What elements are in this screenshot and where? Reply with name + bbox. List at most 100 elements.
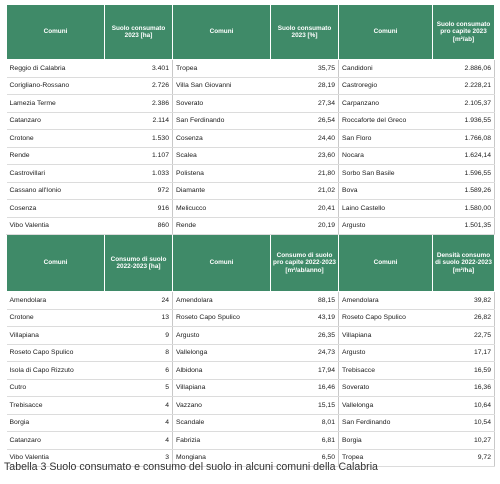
value-cell: 39,82 bbox=[432, 291, 495, 310]
table-row: Catanzaro 2.114 San Ferdinando 26,54 Roccafo… bbox=[6, 112, 495, 130]
value-cell: 2.114 bbox=[104, 112, 173, 130]
comune-cell: Argusto bbox=[338, 217, 433, 235]
comune-cell: Fabrizia bbox=[172, 431, 271, 450]
value-cell: 23,60 bbox=[270, 147, 339, 165]
value-cell: 6,81 bbox=[270, 431, 339, 450]
header-row: Comuni Consumo di suolo 2022-2023 [ha] Com… bbox=[6, 234, 495, 292]
comune-cell: Cosenza bbox=[6, 199, 105, 218]
comune-cell: Rende bbox=[172, 217, 271, 235]
value-cell: 16,59 bbox=[432, 361, 495, 380]
comune-cell: Catanzaro bbox=[6, 431, 105, 450]
value-cell: 1.766,08 bbox=[432, 129, 495, 148]
comune-cell: Cutro bbox=[6, 379, 105, 397]
comune-cell: Roseto Capo Spulico bbox=[338, 309, 433, 327]
comune-cell: Villapiana bbox=[338, 326, 433, 345]
column-header: Suolo consumato 2023 [ha] bbox=[104, 4, 173, 60]
value-cell: 1.580,00 bbox=[432, 199, 495, 218]
table-row: Cosenza 916 Melicucco 20,41 Laino Castello 1.… bbox=[6, 199, 495, 218]
comune-cell: Tropea bbox=[172, 59, 271, 78]
table-row: Cassano all'Ionio 972 Diamante 21,02 Bova 1.5… bbox=[6, 182, 495, 200]
value-cell: 5 bbox=[104, 379, 173, 397]
value-cell: 4 bbox=[104, 414, 173, 432]
comune-cell: Diamante bbox=[172, 182, 271, 200]
table-row: Trebisacce 4 Vazzano 15,15 Vallelonga 10,64 bbox=[6, 396, 495, 415]
comune-cell: Mongiana bbox=[172, 449, 271, 467]
comune-cell: Borgia bbox=[338, 431, 433, 450]
comune-cell: Villapiana bbox=[6, 326, 105, 345]
table-row: Villapiana 9 Argusto 26,35 Villapiana 22,75 bbox=[6, 326, 495, 345]
comune-cell: Tropea bbox=[338, 449, 433, 467]
value-cell: 10,54 bbox=[432, 414, 495, 432]
comune-cell: Villa San Giovanni bbox=[172, 77, 271, 95]
comune-cell: Catanzaro bbox=[6, 112, 105, 130]
value-cell: 972 bbox=[104, 182, 173, 200]
column-header: Suolo consumato 2023 [%] bbox=[270, 4, 339, 60]
table-row: Amendolara 24 Amendolara 88,15 Amendolara 39,… bbox=[6, 291, 495, 310]
column-header: Comuni bbox=[6, 4, 105, 60]
comune-cell: Vazzano bbox=[172, 396, 271, 415]
value-cell: 10,27 bbox=[432, 431, 495, 450]
value-cell: 1.936,55 bbox=[432, 112, 495, 130]
value-cell: 15,15 bbox=[270, 396, 339, 415]
comune-cell: Vibo Valentia bbox=[6, 449, 105, 467]
table-row: Roseto Capo Spulico 8 Vallelonga 24,73 Argus… bbox=[6, 344, 495, 362]
value-cell: 4 bbox=[104, 396, 173, 415]
comune-cell: Roseto Capo Spulico bbox=[6, 344, 105, 362]
table-wrapper: Comuni Suolo consumato 2023 [ha] Comuni Suo… bbox=[6, 4, 495, 467]
column-header: Comuni bbox=[172, 4, 271, 60]
value-cell: 6,50 bbox=[270, 449, 339, 467]
column-header: Densità consumo di suolo 2022-2023 [m²/h… bbox=[432, 234, 495, 292]
comune-cell: Rende bbox=[6, 147, 105, 165]
table-row: Cutro 5 Villapiana 16,46 Soverato 16,36 bbox=[6, 379, 495, 397]
comune-cell: San Ferdinando bbox=[172, 112, 271, 130]
table-row: Catanzaro 4 Fabrizia 6,81 Borgia 10,27 bbox=[6, 431, 495, 450]
value-cell: 17,17 bbox=[432, 344, 495, 362]
comune-cell: Polistena bbox=[172, 164, 271, 183]
value-cell: 9 bbox=[104, 326, 173, 345]
table-row: Borgia 4 Scandale 8,01 San Ferdinando 10,54 bbox=[6, 414, 495, 432]
value-cell: 9,72 bbox=[432, 449, 495, 467]
comune-cell: Villapiana bbox=[172, 379, 271, 397]
comune-cell: Castrovillari bbox=[6, 164, 105, 183]
value-cell: 24,73 bbox=[270, 344, 339, 362]
value-cell: 20,19 bbox=[270, 217, 339, 235]
value-cell: 860 bbox=[104, 217, 173, 235]
value-cell: 1.107 bbox=[104, 147, 173, 165]
comune-cell: Sorbo San Basile bbox=[338, 164, 433, 183]
value-cell: 1.596,55 bbox=[432, 164, 495, 183]
value-cell: 2.726 bbox=[104, 77, 173, 95]
value-cell: 13 bbox=[104, 309, 173, 327]
comune-cell: Scalea bbox=[172, 147, 271, 165]
header-row: Comuni Suolo consumato 2023 [ha] Comuni Suo… bbox=[6, 4, 495, 60]
table-row: Castrovillari 1.033 Polistena 21,80 Sorbo Sa… bbox=[6, 164, 495, 183]
value-cell: 3 bbox=[104, 449, 173, 467]
column-header: Comuni bbox=[6, 234, 105, 292]
comune-cell: Castroregio bbox=[338, 77, 433, 95]
value-cell: 43,19 bbox=[270, 309, 339, 327]
table-row: Lamezia Terme 2.386 Soverato 27,34 Carpanzan… bbox=[6, 94, 495, 113]
comune-cell: Roseto Capo Spulico bbox=[172, 309, 271, 327]
table-row: Crotone 1.530 Cosenza 24,40 San Floro 1.766,0… bbox=[6, 129, 495, 148]
comune-cell: Vibo Valentia bbox=[6, 217, 105, 235]
value-cell: 26,54 bbox=[270, 112, 339, 130]
value-cell: 16,36 bbox=[432, 379, 495, 397]
comune-cell: Cassano all'Ionio bbox=[6, 182, 105, 200]
comune-cell: Vallelonga bbox=[172, 344, 271, 362]
value-cell: 2.886,06 bbox=[432, 59, 495, 78]
value-cell: 1.501,35 bbox=[432, 217, 495, 235]
value-cell: 10,64 bbox=[432, 396, 495, 415]
comune-cell: Crotone bbox=[6, 309, 105, 327]
table-row: Vibo Valentia 3 Mongiana 6,50 Tropea 9,72 bbox=[6, 449, 495, 467]
value-cell: 8,01 bbox=[270, 414, 339, 432]
value-cell: 21,80 bbox=[270, 164, 339, 183]
column-header: Consumo di suolo 2022-2023 [ha] bbox=[104, 234, 173, 292]
comune-cell: Laino Castello bbox=[338, 199, 433, 218]
value-cell: 20,41 bbox=[270, 199, 339, 218]
comune-cell: Vallelonga bbox=[338, 396, 433, 415]
comune-cell: San Ferdinando bbox=[338, 414, 433, 432]
comune-cell: Nocara bbox=[338, 147, 433, 165]
table-caption: Tabella 3 Suolo consumato e consumo del … bbox=[4, 461, 378, 473]
comune-cell: Borgia bbox=[6, 414, 105, 432]
table-row: Corigliano-Rossano 2.726 Villa San Giovann… bbox=[6, 77, 495, 95]
comune-cell: Amendolara bbox=[6, 291, 105, 310]
